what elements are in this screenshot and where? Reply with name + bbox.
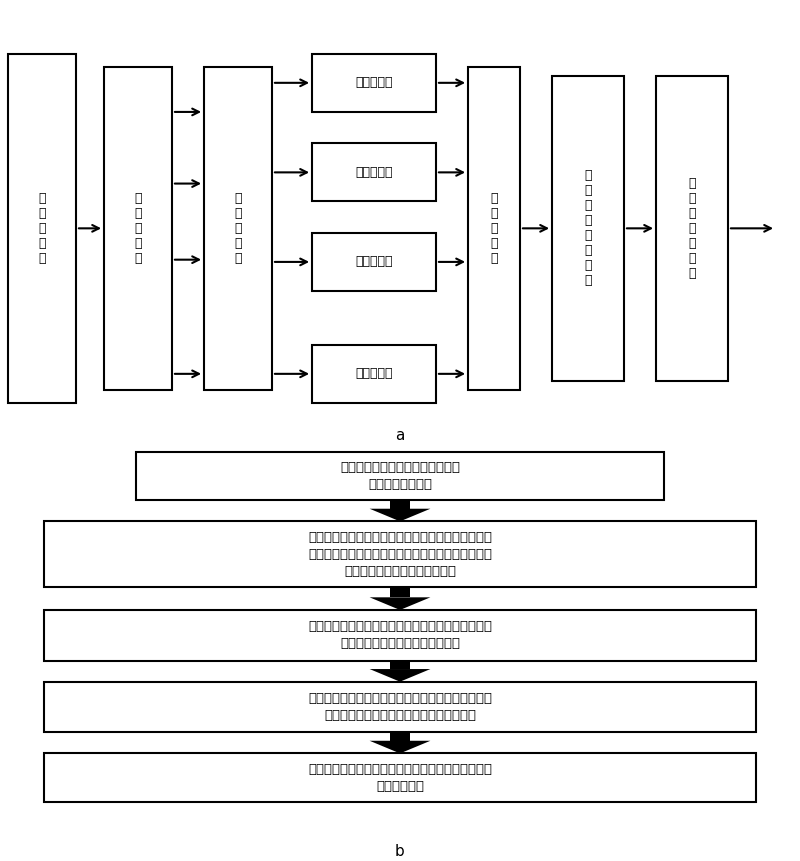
Text: 舷
侧
水
平
阵: 舷 侧 水 平 阵 <box>38 192 46 265</box>
Bar <box>390 660 410 669</box>
Bar <box>390 733 410 740</box>
Bar <box>44 682 756 733</box>
Text: 利用所述目标模态信息，根据最大似然方法获取目标
三维定位结果: 利用所述目标模态信息，根据最大似然方法获取目标 三维定位结果 <box>308 763 492 793</box>
Text: 延时补偿器: 延时补偿器 <box>355 256 393 269</box>
Bar <box>44 522 756 587</box>
Text: 零
点
控
制
模
滤
波
器: 零 点 控 制 模 滤 波 器 <box>584 170 592 288</box>
Bar <box>552 76 624 381</box>
Bar <box>204 67 272 389</box>
Bar <box>312 53 436 112</box>
Bar <box>312 143 436 201</box>
Polygon shape <box>370 598 430 610</box>
Text: 延时补偿器: 延时补偿器 <box>355 166 393 179</box>
Text: 将水平阵阵元采集的水声数据分解
成若干个时间单元: 将水平阵阵元采集的水声数据分解 成若干个时间单元 <box>340 461 460 491</box>
Text: b: b <box>395 844 405 859</box>
Bar <box>44 610 756 660</box>
Text: 相
位
估
计
器: 相 位 估 计 器 <box>234 192 242 265</box>
Bar <box>390 587 410 598</box>
Bar <box>312 232 436 291</box>
Bar <box>468 67 520 389</box>
Text: 延时补偿器: 延时补偿器 <box>355 368 393 381</box>
Text: 针对同一窄带内的不同阵元获得的时间序列，进行孔
径合成，形成大孔径虚拟水平阵列: 针对同一窄带内的不同阵元获得的时间序列，进行孔 径合成，形成大孔径虚拟水平阵列 <box>308 620 492 650</box>
Bar <box>312 344 436 403</box>
Polygon shape <box>370 509 430 522</box>
Bar <box>104 67 172 389</box>
Text: 时
频
分
离
器: 时 频 分 离 器 <box>134 192 142 265</box>
Text: 合
成
孔
径
器: 合 成 孔 径 器 <box>490 192 498 265</box>
Polygon shape <box>370 740 430 753</box>
Bar <box>44 753 756 802</box>
Text: 根据零点控制简正模滤波原理，对大孔径虚拟水平阵
列进行零点控制模滤波，获得目标模态信息: 根据零点控制简正模滤波原理，对大孔径虚拟水平阵 列进行零点控制模滤波，获得目标模… <box>308 692 492 722</box>
Bar <box>8 53 76 403</box>
Text: a: a <box>395 428 405 443</box>
Text: 最
大
似
然
判
决
器: 最 大 似 然 判 决 器 <box>688 177 696 280</box>
Bar <box>390 500 410 509</box>
Polygon shape <box>370 669 430 682</box>
Bar <box>136 452 664 500</box>
Bar <box>656 76 728 381</box>
Text: 延时补偿器: 延时补偿器 <box>355 77 393 90</box>
Text: 用于对阵元之间在空间上重叠的各个窄带时间单元进
行相位估计，获得相位估计因子，并对阵元时间单元
进行延时取样同时进行相位补偿: 用于对阵元之间在空间上重叠的各个窄带时间单元进 行相位估计，获得相位估计因子，并… <box>308 530 492 578</box>
